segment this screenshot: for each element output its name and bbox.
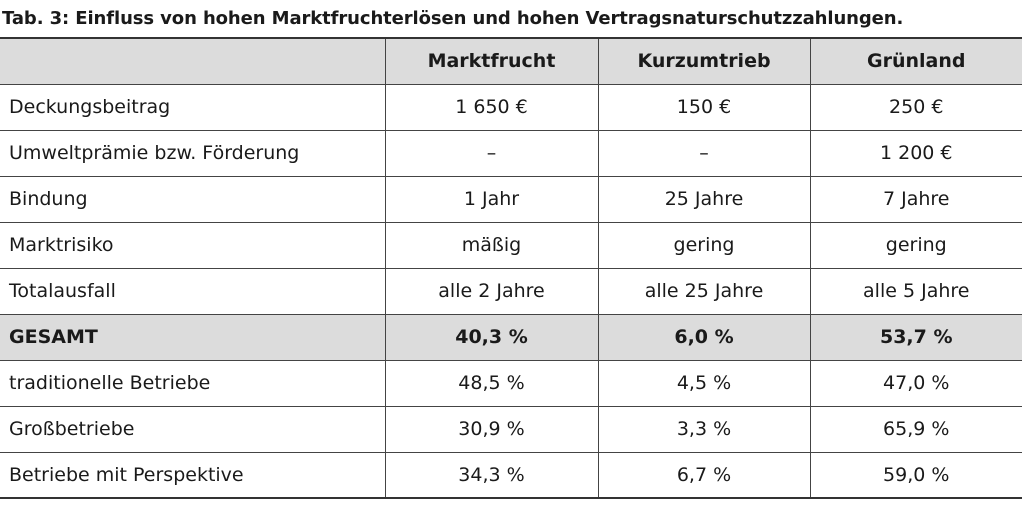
table-caption: Tab. 3: Einfluss von hohen Marktfruchter… (2, 8, 904, 29)
table-row-marktrisiko: Marktrisiko mäßig gering gering (0, 222, 1022, 269)
table-cell: 40,3 % (384, 314, 598, 361)
table-cell: 150 € (597, 84, 810, 131)
table-cell: 3,3 % (597, 406, 810, 453)
row-label: Betriebe mit Perspektive (9, 463, 244, 486)
header-cell-empty (0, 38, 385, 85)
results-table: Marktfrucht Kurzumtrieb Grünland Deckung… (0, 37, 1022, 499)
table-cell: 30,9 % (384, 406, 598, 453)
table-cell: alle 25 Jahre (597, 268, 810, 315)
table-header-row: Marktfrucht Kurzumtrieb Grünland (0, 38, 1022, 85)
table-cell: gering (809, 222, 1022, 269)
table-cell: 34,3 % (384, 452, 598, 498)
row-label: Großbetriebe (0, 406, 385, 453)
table-cell: 59,0 % (809, 452, 1022, 498)
table-cell: 53,7 % (809, 314, 1022, 361)
row-label: Marktrisiko (0, 222, 385, 269)
table-cell: – (384, 130, 598, 177)
row-label: Deckungsbeitrag (0, 84, 385, 131)
table-row-bindung: Bindung 1 Jahr 25 Jahre 7 Jahre (0, 176, 1022, 223)
table-cell: 25 Jahre (597, 176, 810, 223)
table-row-deckungsbeitrag: Deckungsbeitrag 1 650 € 150 € 250 € (0, 84, 1022, 131)
table-cell: 250 € (809, 84, 1022, 131)
row-label: Umweltprämie bzw. Förderung (0, 130, 385, 177)
table-row-traditionelle-betriebe: traditionelle Betriebe 48,5 % 4,5 % 47,0… (0, 360, 1022, 407)
table-cell: 6,7 % (597, 452, 810, 498)
table-cell: 4,5 % (597, 360, 810, 407)
table-cell: 1 200 € (809, 130, 1022, 177)
table-row-gesamt: GESAMT 40,3 % 6,0 % 53,7 % (0, 314, 1022, 361)
table-row-totalausfall: Totalausfall alle 2 Jahre alle 25 Jahre … (0, 268, 1022, 315)
table-cell: mäßig (384, 222, 598, 269)
table-cell: 1 650 € (384, 84, 598, 131)
header-cell-gruenland: Grünland (809, 38, 1022, 85)
table-cell: alle 2 Jahre (384, 268, 598, 315)
table-cell: gering (597, 222, 810, 269)
table-cell: 7 Jahre (809, 176, 1022, 223)
table-row-umweltpraemie: Umweltprämie bzw. Förderung – – 1 200 € (0, 130, 1022, 177)
header-cell-kurzumtrieb: Kurzumtrieb (597, 38, 810, 85)
row-label: Bindung (0, 176, 385, 223)
table-cell: 47,0 % (809, 360, 1022, 407)
table-row-betriebe-mit-perspektive: Betriebe mit Perspektive 34,3 % 6,7 % 59… (0, 452, 1022, 498)
row-label: traditionelle Betriebe (0, 360, 385, 407)
table-cell: – (597, 130, 810, 177)
header-cell-marktfrucht: Marktfrucht (384, 38, 598, 85)
row-label: Totalausfall (0, 268, 385, 315)
table-row-grossbetriebe: Großbetriebe 30,9 % 3,3 % 65,9 % (0, 406, 1022, 453)
table-cell: 1 Jahr (384, 176, 598, 223)
table-cell: 65,9 % (809, 406, 1022, 453)
row-label: GESAMT (0, 314, 385, 361)
table-cell: 48,5 % (384, 360, 598, 407)
table-cell: alle 5 Jahre (809, 268, 1022, 315)
table-cell: 6,0 % (597, 314, 810, 361)
